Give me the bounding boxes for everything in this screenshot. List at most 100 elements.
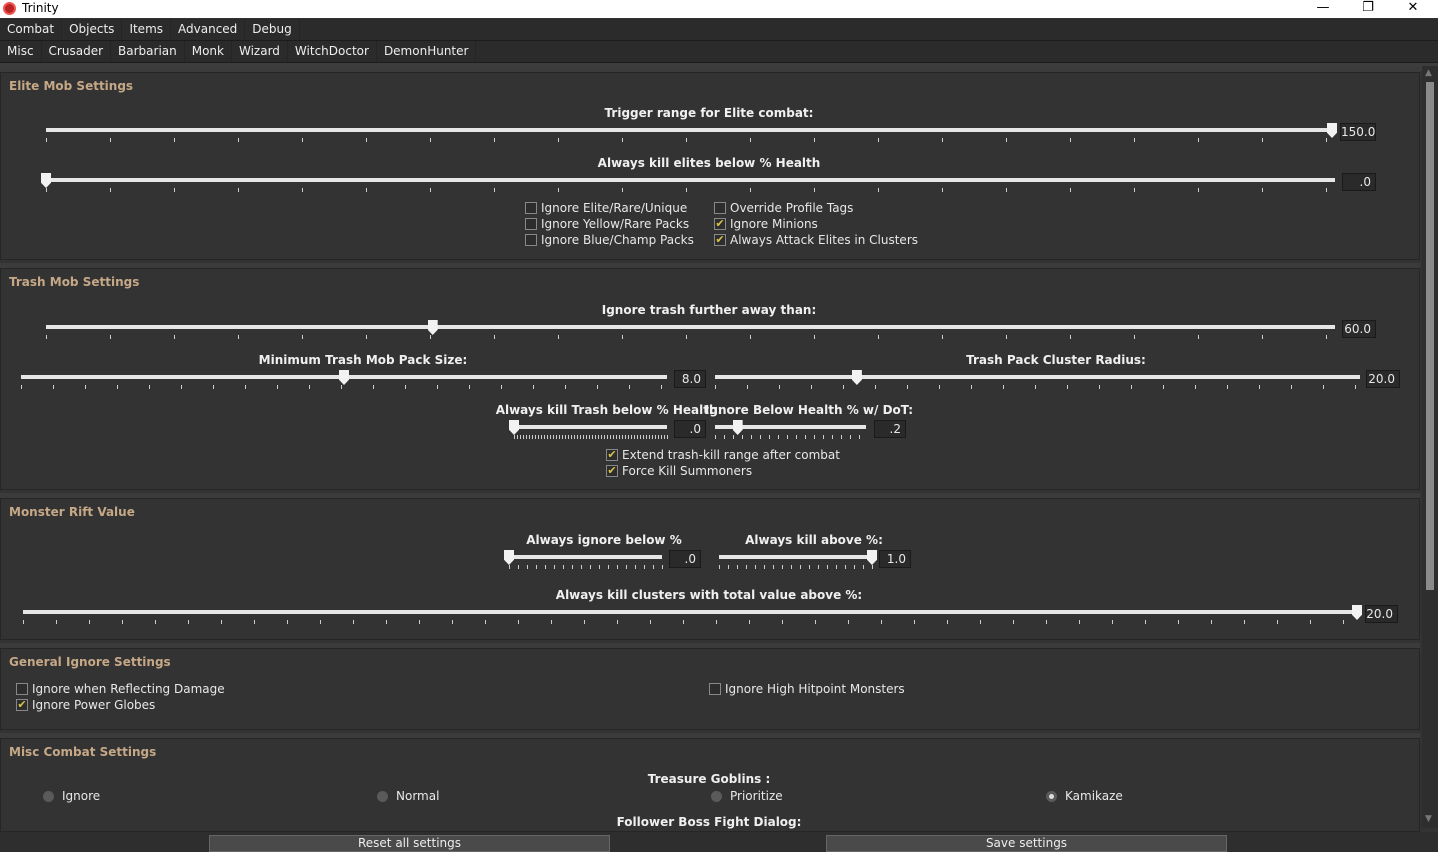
- radio-icon: [377, 790, 388, 802]
- slider-value[interactable]: .0: [1342, 173, 1376, 191]
- checkbox-ignore-minions[interactable]: ✔ Ignore Minions: [714, 217, 818, 231]
- tab-demonhunter[interactable]: DemonHunter: [377, 41, 477, 62]
- slider-track[interactable]: [715, 375, 1360, 379]
- checkbox-ignore-high-hp[interactable]: Ignore High Hitpoint Monsters: [709, 682, 905, 696]
- slider-track[interactable]: [715, 425, 866, 429]
- tab-witchdoctor[interactable]: WitchDoctor: [288, 41, 377, 62]
- slider-track[interactable]: [509, 555, 662, 559]
- slider-value[interactable]: 60.0: [1342, 320, 1376, 338]
- slider-thumb[interactable]: [427, 320, 438, 335]
- slider-thumb[interactable]: [867, 550, 877, 565]
- slider-tick: [815, 620, 816, 624]
- checkbox-ignore-yellow[interactable]: Ignore Yellow/Rare Packs: [525, 217, 689, 231]
- slider-tick: [1134, 138, 1135, 142]
- scrollbar[interactable]: ▲ ▼: [1422, 66, 1438, 828]
- slider-thumb[interactable]: [509, 420, 519, 435]
- checkbox-ignore-reflecting[interactable]: Ignore when Reflecting Damage: [16, 682, 225, 696]
- minimize-button[interactable]: —: [1316, 0, 1330, 15]
- slider-value[interactable]: .2: [874, 420, 906, 438]
- slider-tick: [1326, 138, 1327, 142]
- tab-monk[interactable]: Monk: [185, 41, 232, 62]
- divider: [0, 63, 1438, 71]
- scrollbar-thumb[interactable]: [1426, 82, 1434, 590]
- slider-tick: [1013, 620, 1014, 624]
- slider-thumb[interactable]: [41, 173, 51, 188]
- slider-tick: [980, 620, 981, 624]
- reset-all-settings-button[interactable]: Reset all settings: [209, 835, 610, 852]
- slider-thumb[interactable]: [1327, 123, 1337, 138]
- checkbox-icon: [709, 683, 721, 695]
- slider-tick: [494, 188, 495, 192]
- tab-wizard[interactable]: Wizard: [232, 41, 288, 62]
- slider-tick: [1112, 620, 1113, 624]
- slider-value[interactable]: 1.0: [879, 550, 911, 568]
- radio-goblin-kamikaze[interactable]: Kamikaze: [1046, 789, 1123, 803]
- slider-tick: [616, 435, 617, 439]
- slider-track[interactable]: [46, 178, 1335, 182]
- slider-thumb[interactable]: [1352, 605, 1362, 620]
- slider-value[interactable]: 20.0: [1366, 370, 1400, 388]
- tab-crusader[interactable]: Crusader: [42, 41, 112, 62]
- slider-thumb[interactable]: [732, 420, 743, 435]
- section-title: General Ignore Settings: [9, 655, 171, 669]
- slider-tick: [110, 335, 111, 339]
- slider-thumb[interactable]: [339, 370, 349, 385]
- slider-track[interactable]: [719, 555, 872, 559]
- checkbox-extend-trash-kill[interactable]: ✔ Extend trash-kill range after combat: [606, 448, 840, 462]
- slider-value[interactable]: 8.0: [674, 370, 706, 388]
- checkbox-ignore-elite[interactable]: Ignore Elite/Rare/Unique: [525, 201, 687, 215]
- slider-tick: [751, 435, 752, 439]
- slider-value[interactable]: .0: [674, 420, 706, 438]
- menu-advanced[interactable]: Advanced: [171, 19, 246, 40]
- slider-tick: [653, 565, 654, 569]
- slider-thumb[interactable]: [504, 550, 514, 565]
- radio-goblin-prioritize[interactable]: Prioritize: [711, 789, 783, 803]
- slider-tick: [650, 620, 651, 624]
- slider-value[interactable]: 150.0: [1340, 123, 1376, 141]
- slider-value[interactable]: .0: [669, 550, 701, 568]
- radio-goblin-ignore[interactable]: Ignore: [43, 789, 100, 803]
- scroll-up-icon[interactable]: ▲: [1425, 68, 1432, 78]
- slider-tick: [302, 188, 303, 192]
- slider-track[interactable]: [514, 425, 667, 429]
- slider-tick: [535, 435, 536, 439]
- close-button[interactable]: ✕: [1407, 0, 1419, 15]
- menu-combat[interactable]: Combat: [0, 19, 63, 40]
- slider-tick: [485, 620, 486, 624]
- slider-tick: [947, 620, 948, 624]
- menu-objects[interactable]: Objects: [62, 19, 123, 40]
- checkbox-override-profile-tags[interactable]: Override Profile Tags: [714, 201, 853, 215]
- slider-track[interactable]: [23, 610, 1357, 614]
- slider-tick: [405, 385, 406, 389]
- slider-tick: [366, 138, 367, 142]
- checkbox-force-kill-summoners[interactable]: ✔ Force Kill Summoners: [606, 464, 752, 478]
- slider-tick: [811, 385, 812, 389]
- slider-tick: [716, 620, 717, 624]
- slider-tick: [818, 565, 819, 569]
- title-bar: Trinity — ❐ ✕: [0, 0, 1438, 18]
- slider-tick: [719, 565, 720, 569]
- checkbox-attack-elites-clusters[interactable]: ✔ Always Attack Elites in Clusters: [714, 233, 918, 247]
- scroll-down-icon[interactable]: ▼: [1425, 814, 1432, 824]
- slider-tick: [1006, 138, 1007, 142]
- radio-goblin-normal[interactable]: Normal: [377, 789, 439, 803]
- slider-tick: [341, 385, 342, 389]
- checkbox-ignore-power-globes[interactable]: ✔ Ignore Power Globes: [16, 698, 155, 712]
- checkbox-ignore-blue[interactable]: Ignore Blue/Champ Packs: [525, 233, 694, 247]
- tab-barbarian[interactable]: Barbarian: [111, 41, 185, 62]
- slider-tick: [554, 565, 555, 569]
- slider-tick: [836, 565, 837, 569]
- menu-items[interactable]: Items: [122, 19, 172, 40]
- slider-tick: [571, 435, 572, 439]
- menu-debug[interactable]: Debug: [245, 19, 300, 40]
- slider-track[interactable]: [46, 325, 1335, 329]
- slider-track[interactable]: [46, 128, 1332, 132]
- slider-value[interactable]: 20.0: [1365, 605, 1398, 623]
- checkbox-icon: [525, 202, 537, 214]
- save-settings-button[interactable]: Save settings: [826, 835, 1227, 852]
- tab-misc[interactable]: Misc: [0, 41, 42, 62]
- maximize-button[interactable]: ❐: [1362, 0, 1374, 15]
- slider-thumb[interactable]: [851, 370, 862, 385]
- slider-tick: [565, 385, 566, 389]
- slider-tick: [598, 435, 599, 439]
